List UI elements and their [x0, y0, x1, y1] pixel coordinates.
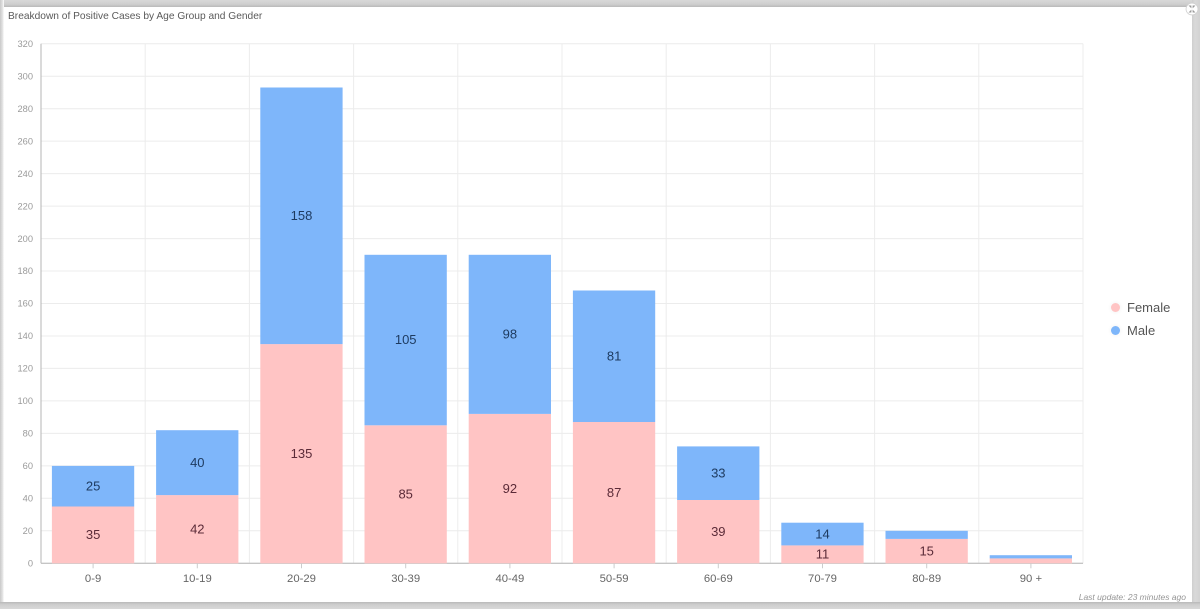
- svg-text:14: 14: [815, 526, 829, 541]
- svg-text:70-79: 70-79: [808, 573, 837, 585]
- svg-text:120: 120: [17, 364, 33, 374]
- svg-text:60: 60: [23, 461, 33, 471]
- svg-text:33: 33: [711, 465, 725, 480]
- svg-text:80: 80: [23, 429, 33, 439]
- svg-text:40: 40: [190, 455, 204, 470]
- svg-text:98: 98: [503, 327, 517, 342]
- svg-text:50-59: 50-59: [600, 573, 629, 585]
- svg-text:42: 42: [190, 521, 204, 536]
- svg-text:85: 85: [398, 487, 412, 502]
- svg-text:15: 15: [919, 543, 933, 558]
- svg-text:140: 140: [17, 331, 33, 341]
- svg-text:280: 280: [17, 104, 33, 114]
- svg-text:92: 92: [503, 481, 517, 496]
- svg-text:81: 81: [607, 349, 621, 364]
- svg-text:260: 260: [17, 136, 33, 146]
- svg-text:10-19: 10-19: [183, 573, 212, 585]
- svg-text:80-89: 80-89: [912, 573, 941, 585]
- svg-text:105: 105: [395, 332, 417, 347]
- svg-text:160: 160: [17, 299, 33, 309]
- svg-text:87: 87: [607, 485, 621, 500]
- svg-text:35: 35: [86, 527, 100, 542]
- svg-text:240: 240: [17, 169, 33, 179]
- svg-text:11: 11: [816, 547, 830, 562]
- svg-text:20-29: 20-29: [287, 573, 316, 585]
- svg-text:180: 180: [17, 266, 33, 276]
- svg-text:25: 25: [86, 478, 100, 493]
- svg-text:200: 200: [17, 234, 33, 244]
- svg-text:20: 20: [23, 526, 33, 536]
- svg-text:90 +: 90 +: [1020, 573, 1043, 585]
- svg-text:158: 158: [291, 208, 313, 223]
- svg-text:0-9: 0-9: [85, 573, 101, 585]
- svg-text:220: 220: [17, 201, 33, 211]
- svg-text:39: 39: [711, 524, 725, 539]
- svg-text:320: 320: [17, 39, 33, 49]
- svg-text:135: 135: [291, 446, 313, 461]
- svg-text:40-49: 40-49: [495, 573, 524, 585]
- svg-text:0: 0: [28, 559, 33, 569]
- svg-text:100: 100: [17, 396, 33, 406]
- svg-text:40: 40: [23, 494, 33, 504]
- svg-text:300: 300: [17, 71, 33, 81]
- svg-text:30-39: 30-39: [391, 573, 420, 585]
- svg-text:60-69: 60-69: [704, 573, 733, 585]
